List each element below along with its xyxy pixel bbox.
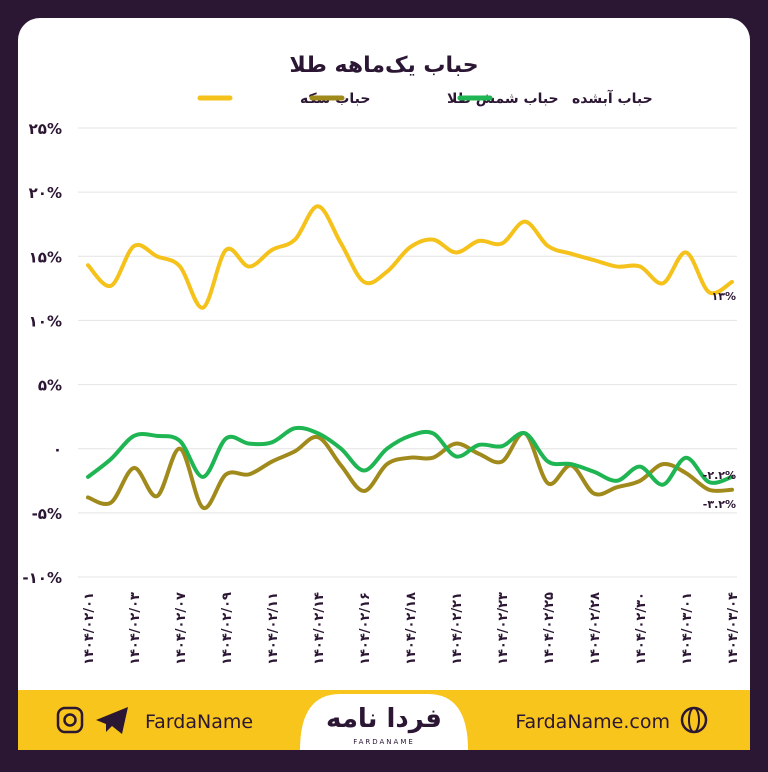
y-tick-label: ۱۰% [29,312,62,330]
x-tick-label: ۱۴۰۴/۰۲/۰۱ [82,592,97,665]
y-tick-label: ۲۰% [29,184,62,202]
legend-label: حباب شمش طلا [447,91,559,107]
x-tick-label: ۱۴۰۴/۰۲/۰۹ [220,592,235,665]
x-tick-label: ۱۴۰۴/۰۲/۱۱ [266,592,281,665]
value-label: ۱۳% [712,290,736,303]
x-tick-label: ۱۴۰۴/۰۲/۲۸ [588,592,603,665]
telegram-icon[interactable] [96,707,128,734]
legend-label: حباب آبشده [572,89,653,107]
y-tick-label: -۵% [32,505,62,523]
value-label: -۳.۲% [703,498,736,511]
bottom-edge [0,750,768,768]
logo-subtext: FARDANAME [353,738,415,746]
chart-title: حباب یک‌ماهه طلا [289,53,478,78]
value-label: -۲.۲% [703,469,736,482]
plot: -۱۰% -۵% ۰ ۵% ۱۰% ۱۵% ۲۰% ۲۵% ۱۴۰۴/۰۲/۰۱ ۱۴۰۴/۰۲/… [22,120,741,665]
x-tick-label: ۱۴۰۴/۰۲/۲۱ [450,592,465,665]
y-tick-label: ۵% [38,377,62,395]
series-line [86,431,734,510]
footer-site: FardaName.com [515,711,670,733]
logo-tab [300,694,468,750]
x-tick-label: ۱۴۰۴/۰۲/۲۳ [496,592,511,665]
x-tick-label: ۱۴۰۴/۰۳/۰۴ [726,592,741,665]
x-tick-label: ۱۴۰۴/۰۲/۰۳ [128,592,143,665]
logo-text: فردا نامه [326,704,442,734]
series-line [86,204,734,310]
x-tick-label: ۱۴۰۴/۰۲/۳۰ [634,592,649,665]
x-tick-label: ۱۴۰۴/۰۲/۱۴ [312,592,327,665]
y-tick-label: -۱۰% [22,569,62,587]
instagram-icon-lens [63,713,77,727]
y-tick-label: ۰ [53,441,62,459]
y-tick-label: ۱۵% [29,248,62,266]
card [18,18,750,738]
footer-handle: FardaName [145,711,253,733]
x-tick-label: ۱۴۰۴/۰۲/۱۸ [404,592,419,665]
instagram-icon[interactable] [56,706,84,734]
x-tick-label: ۱۴۰۴/۰۳/۰۱ [680,592,695,665]
y-tick-label: ۲۵% [29,120,62,138]
series-line [86,425,734,487]
web-icon-meridian [688,707,700,733]
x-tick-label: ۱۴۰۴/۰۲/۱۶ [358,592,373,665]
x-tick-label: ۱۴۰۴/۰۲/۰۷ [174,592,189,665]
x-tick-label: ۱۴۰۴/۰۲/۲۵ [542,592,557,665]
